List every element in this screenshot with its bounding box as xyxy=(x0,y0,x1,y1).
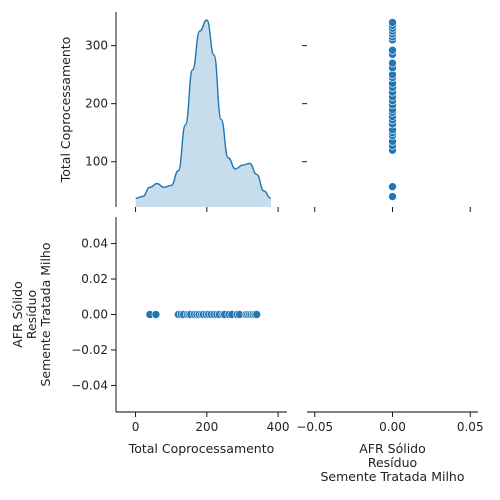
scatter-point xyxy=(388,192,397,201)
y-axis-label: Semente Tratada Milho xyxy=(38,242,53,386)
y-tick-label: 100 xyxy=(85,155,108,169)
scatter-point xyxy=(151,310,161,319)
y-tick-label: 0.00 xyxy=(81,308,108,322)
y-axis-label: AFR Sólido xyxy=(10,281,25,348)
panel-kde-total-coprocessamento: 100 200 300 Total Coprocessamento xyxy=(58,12,279,212)
y-tick-label: 0.02 xyxy=(81,272,108,286)
scatter-point xyxy=(388,58,397,68)
panel-scatter-total-vs-afr: 0.04 0.02 0.00 −0.02 −0.04 0 200 400 AFR Sólido R… xyxy=(10,217,290,456)
x-tick-label: 0 xyxy=(132,420,140,434)
x-tick-label: 200 xyxy=(195,420,218,434)
x-tick-label: −0.05 xyxy=(296,420,333,434)
x-tick-label: 400 xyxy=(267,420,290,434)
scatter-point xyxy=(388,18,397,27)
y-tick-label: −0.04 xyxy=(71,378,108,392)
y-tick-label: −0.02 xyxy=(71,343,108,357)
scatter-point xyxy=(388,182,397,191)
y-axis-label: Total Coprocessamento xyxy=(58,37,73,184)
x-axis-label: AFR Sólido xyxy=(359,441,426,456)
y-axis-label: Resíduo xyxy=(24,290,39,339)
x-axis-label: Semente Tratada Milho xyxy=(320,469,464,484)
scatter-point xyxy=(252,310,262,319)
x-tick-label: 0.00 xyxy=(379,420,406,434)
x-axis-label: Resíduo xyxy=(368,455,417,470)
y-tick-label: 200 xyxy=(85,97,108,111)
scatter-point xyxy=(388,46,397,55)
y-tick-label: 0.04 xyxy=(81,237,108,251)
kde-line xyxy=(135,19,272,200)
x-axis-label: Total Coprocessamento xyxy=(128,441,275,456)
x-tick-label: 0.05 xyxy=(457,420,484,434)
kde-area xyxy=(135,20,271,207)
panel-scatter-afr-vs-total xyxy=(302,18,471,212)
y-tick-label: 300 xyxy=(85,39,108,53)
